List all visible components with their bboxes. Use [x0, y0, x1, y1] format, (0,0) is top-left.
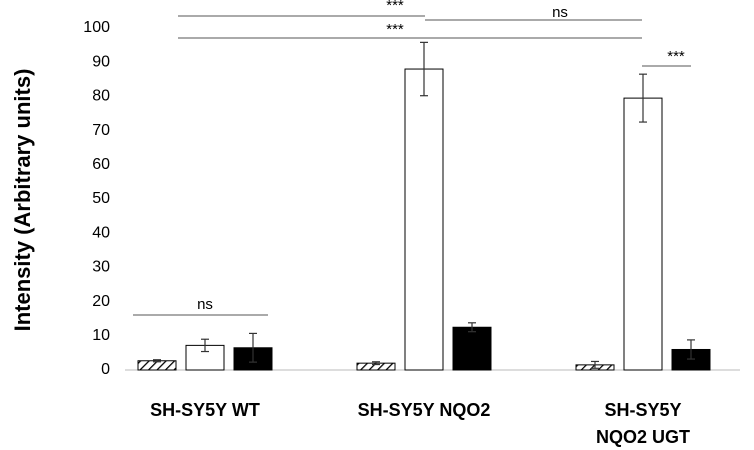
y-tick-label: 80 — [92, 88, 110, 105]
y-tick-label: 90 — [92, 53, 110, 70]
error-bar — [153, 359, 161, 363]
error-bar — [468, 322, 476, 333]
error-bar — [372, 361, 380, 366]
y-tick-label: 70 — [92, 122, 110, 139]
y-tick-label: 40 — [92, 224, 110, 241]
error-bar — [249, 332, 257, 363]
y-axis-title: Intensity (Arbitrary units) — [10, 69, 35, 332]
error-bar — [639, 73, 647, 123]
bar — [623, 97, 663, 371]
y-tick-label: 10 — [92, 327, 110, 344]
x-tick-label: SH-SY5Y WT — [150, 400, 260, 420]
significance-label: ns — [197, 296, 213, 313]
y-tick-label: 50 — [92, 190, 110, 207]
y-tick-label: 100 — [83, 19, 110, 36]
x-tick-label: SH-SY5Y NQO2 — [358, 400, 491, 420]
y-tick-label: 20 — [92, 293, 110, 310]
y-tick-label: 30 — [92, 259, 110, 276]
significance-label: *** — [667, 48, 685, 65]
significance-label: *** — [386, 21, 404, 38]
bar — [452, 326, 492, 371]
error-bar — [687, 339, 695, 360]
y-tick-label: 0 — [101, 361, 110, 378]
x-tick-label: NQO2 UGT — [596, 427, 690, 447]
significance-label: *** — [386, 0, 404, 14]
error-bar — [591, 360, 599, 369]
significance-label: ns — [552, 4, 568, 21]
y-tick-label: 60 — [92, 156, 110, 173]
bar — [404, 68, 444, 371]
error-bar — [201, 338, 209, 353]
x-tick-label: SH-SY5Y — [604, 400, 681, 420]
error-bar — [420, 41, 428, 97]
